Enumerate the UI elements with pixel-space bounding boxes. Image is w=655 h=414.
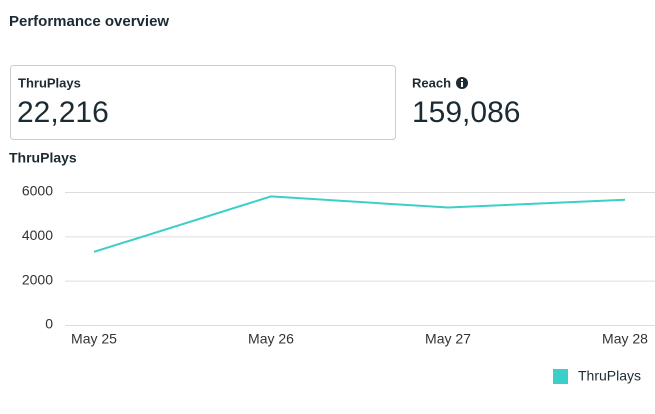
metric-label: ThruPlays [18, 75, 81, 90]
metric-value: 159,086 [412, 96, 520, 129]
y-tick-label: 0 [45, 316, 53, 332]
chart-title: ThruPlays [9, 150, 77, 166]
legend-label: ThruPlays [578, 368, 641, 384]
metric-label: Reach [412, 75, 451, 90]
y-tick-label: 4000 [22, 227, 53, 243]
data-line [93, 195, 626, 253]
x-tick-label: May 28 [602, 331, 648, 347]
metric-value: 22,216 [17, 96, 109, 129]
x-tick-label: May 27 [425, 331, 471, 347]
metric-card-selected[interactable] [10, 65, 396, 140]
y-tick-label: 2000 [22, 271, 53, 287]
x-tick-label: May 26 [248, 331, 294, 347]
page-title: Performance overview [9, 13, 169, 30]
x-tick-label: May 25 [71, 331, 117, 347]
legend-swatch [553, 369, 568, 384]
info-icon[interactable] [456, 77, 468, 89]
y-tick-label: 6000 [22, 183, 53, 199]
